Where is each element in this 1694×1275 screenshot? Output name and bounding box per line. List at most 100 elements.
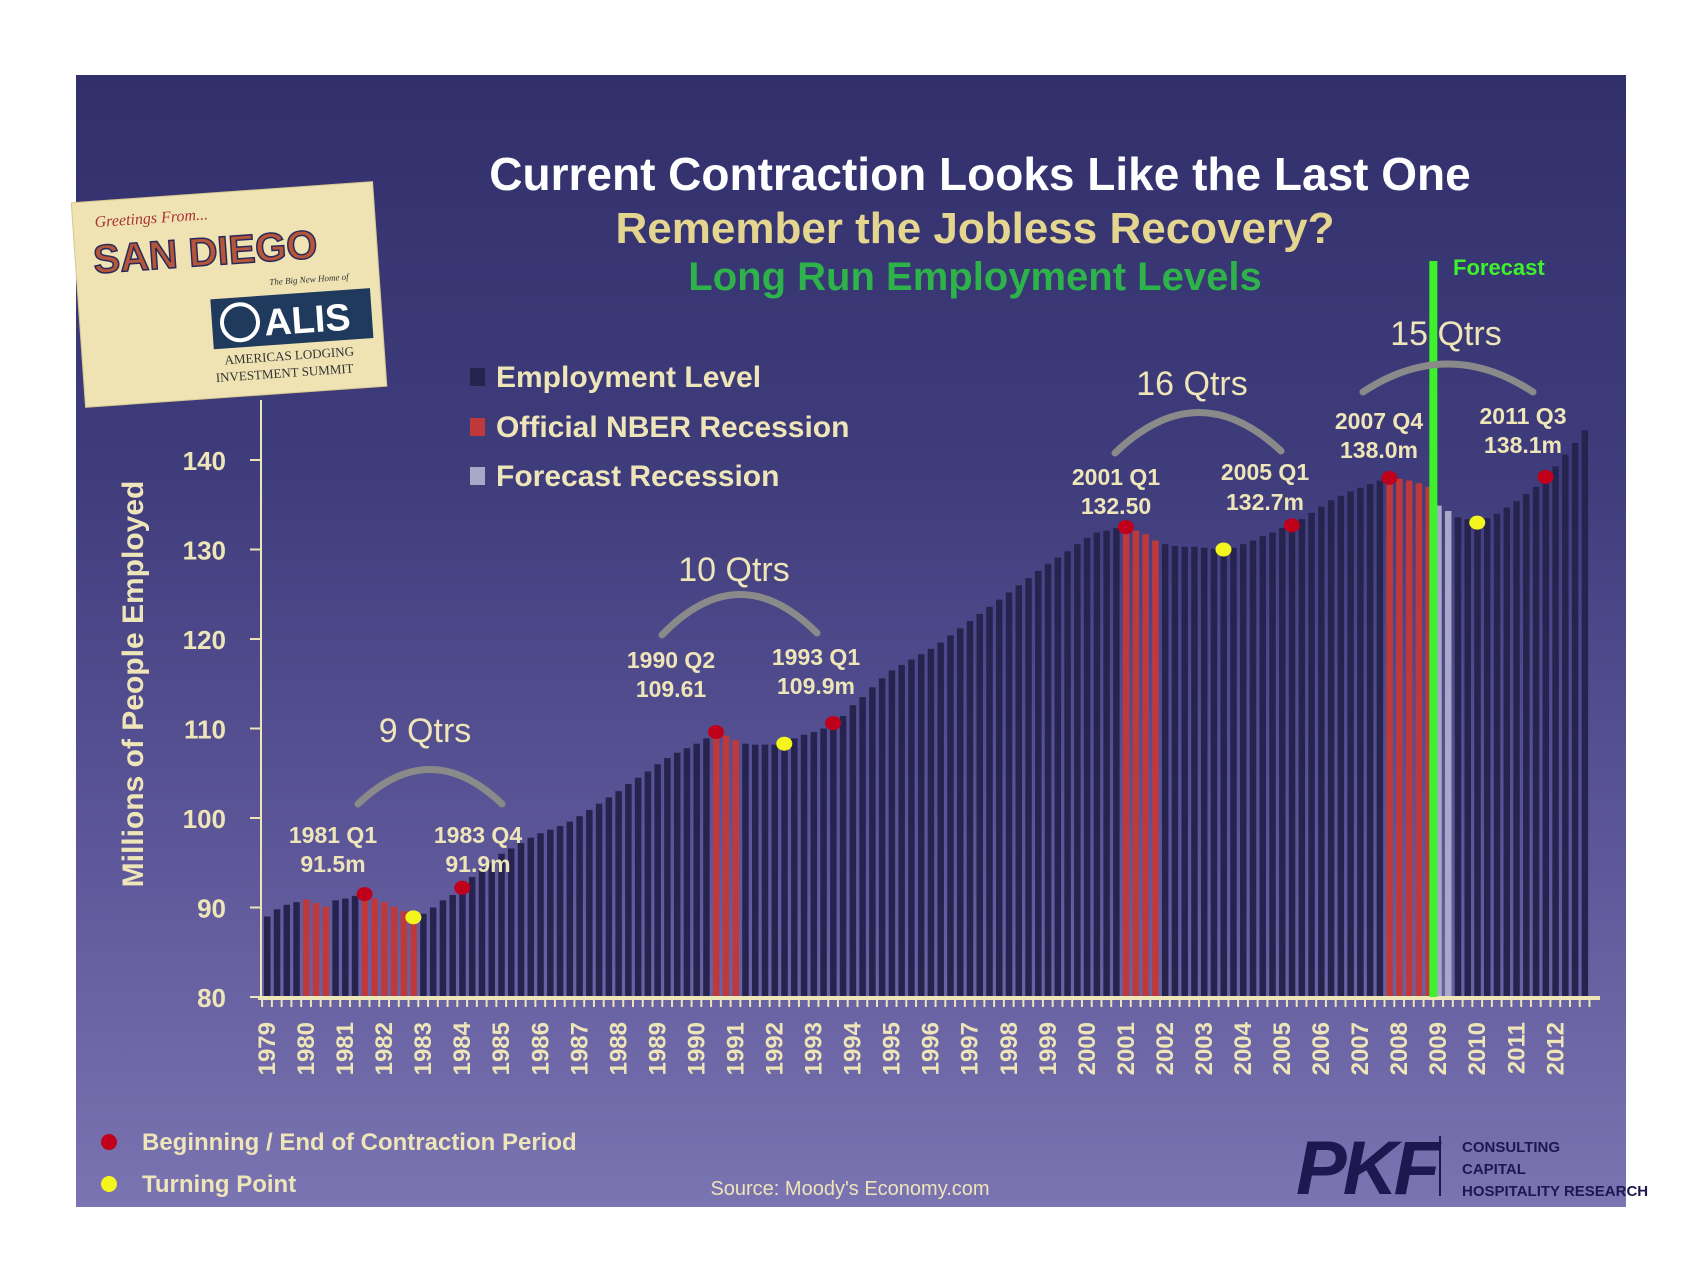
bar-employment xyxy=(449,894,456,997)
legend-swatch-employment xyxy=(470,368,485,386)
bar-employment xyxy=(752,744,759,997)
bar-employment xyxy=(1464,519,1471,997)
bar-employment xyxy=(527,837,535,997)
bar-employment xyxy=(1200,547,1208,997)
x-tick-label: 1995 xyxy=(879,1022,906,1075)
contraction-legend-label: Beginning / End of Contraction Period xyxy=(142,1129,577,1156)
bar-employment xyxy=(468,877,476,997)
bar-employment xyxy=(673,752,681,997)
bar-employment xyxy=(996,599,1003,997)
bar-employment xyxy=(1523,494,1530,997)
bar-employment xyxy=(1191,546,1198,997)
bar-employment xyxy=(1581,430,1589,998)
bar-employment xyxy=(830,723,837,997)
x-tick-label: 1990 xyxy=(683,1022,710,1075)
contraction-point xyxy=(707,725,724,740)
bar-employment xyxy=(947,635,954,997)
annotation-end-value: 132.7m xyxy=(1226,489,1304,515)
y-tick-label: 120 xyxy=(183,625,226,655)
x-tick-label: 2011 xyxy=(1503,1022,1530,1074)
bar-employment xyxy=(917,654,925,997)
x-tick-label: 1979 xyxy=(254,1022,281,1075)
bar-employment xyxy=(283,904,291,997)
bar-employment xyxy=(332,900,339,997)
legend: Employment Level Official NBER Recession… xyxy=(470,361,849,493)
bar-nber-recession xyxy=(410,917,417,997)
bar-employment xyxy=(1093,532,1101,997)
x-tick-label: 1985 xyxy=(488,1022,515,1075)
bar-nber-recession xyxy=(400,911,408,997)
annotation-duration: 9 Qtrs xyxy=(379,712,472,750)
bar-employment xyxy=(1181,546,1188,997)
bar-employment xyxy=(1542,477,1550,997)
chart-title: Current Contraction Looks Like the Last … xyxy=(489,148,1470,200)
bar-employment xyxy=(1103,530,1110,997)
bar-employment xyxy=(1220,549,1227,997)
source-note: Source: Moody's Economy.com xyxy=(710,1178,989,1200)
x-tick-label: 2004 xyxy=(1230,1021,1257,1075)
bar-employment xyxy=(1366,484,1374,997)
alis-postcard-logo: Greetings From... SAN DIEGO The Big New … xyxy=(70,181,388,408)
annotation-end-value: 109.9m xyxy=(777,673,855,699)
bar-nber-recession xyxy=(732,740,739,997)
bar-nber-recession xyxy=(1396,478,1403,997)
contraction-point xyxy=(454,880,471,895)
y-tick-label: 130 xyxy=(183,536,226,566)
bar-employment xyxy=(1484,518,1491,997)
bar-employment xyxy=(781,743,788,997)
bar-employment xyxy=(898,664,905,997)
x-tick-label: 1997 xyxy=(957,1022,984,1075)
bar-employment xyxy=(1318,506,1325,997)
annotation-start-value: 132.50 xyxy=(1081,493,1151,519)
annotation-start-value: 109.61 xyxy=(636,676,707,702)
bar-forecast-recession xyxy=(1444,511,1452,997)
annotation-end-label: 1993 Q1 xyxy=(772,644,860,670)
bar-employment xyxy=(1357,487,1364,997)
bar-employment xyxy=(1562,454,1569,997)
pkf-line: CONSULTING xyxy=(1462,1139,1560,1156)
x-tick-label: 1994 xyxy=(840,1021,867,1075)
bar-employment xyxy=(625,783,632,997)
x-tick-label: 2008 xyxy=(1386,1022,1413,1075)
turning-point xyxy=(776,736,793,751)
bar-employment xyxy=(888,670,896,997)
bar-employment xyxy=(1240,544,1247,997)
legend-swatch-nber xyxy=(470,418,485,436)
bar-nber-recession xyxy=(1152,540,1159,997)
bar-nber-recession xyxy=(1142,534,1149,997)
contraction-point xyxy=(1117,520,1134,535)
bar-employment xyxy=(1171,545,1179,997)
x-tick-label: 2001 xyxy=(1113,1022,1140,1075)
bar-nber-recession xyxy=(1415,483,1423,997)
x-tick-label: 1989 xyxy=(644,1022,671,1075)
bar-employment xyxy=(683,748,691,997)
x-tick-label: 1998 xyxy=(996,1022,1023,1075)
chart-subtitle: Remember the Jobless Recovery? xyxy=(616,204,1335,253)
contraction-point xyxy=(1381,470,1398,485)
x-tick-label: 2005 xyxy=(1269,1022,1296,1075)
bar-employment xyxy=(586,809,593,997)
bar-employment xyxy=(849,705,857,997)
legend-label-nber: Official NBER Recession xyxy=(496,411,849,444)
bar-employment xyxy=(351,895,359,997)
y-tick-label: 80 xyxy=(197,983,226,1013)
y-tick-label: 140 xyxy=(183,446,226,476)
bar-employment xyxy=(1503,507,1511,997)
x-tick-label: 1993 xyxy=(801,1022,828,1075)
bar-nber-recession xyxy=(381,902,388,997)
y-axis-label: Millions of People Employed xyxy=(117,481,150,888)
x-tick-label: 2007 xyxy=(1347,1022,1374,1075)
bar-employment xyxy=(654,764,661,997)
plot-area: 80 90 100 110 120 130 140 1979 1980 1981 1982 1983 1… xyxy=(183,261,1600,1075)
x-tick-label: 1992 xyxy=(762,1022,789,1075)
bar-employment xyxy=(595,803,603,997)
bar-employment xyxy=(429,907,437,997)
x-tick-label: 2012 xyxy=(1542,1022,1569,1075)
annotation-duration: 16 Qtrs xyxy=(1136,365,1247,403)
turning-point xyxy=(405,910,422,925)
bar-employment xyxy=(498,853,505,997)
bar-employment xyxy=(937,642,944,997)
bar-employment xyxy=(459,887,466,997)
contraction-point xyxy=(356,887,373,902)
bar-employment xyxy=(986,606,993,997)
